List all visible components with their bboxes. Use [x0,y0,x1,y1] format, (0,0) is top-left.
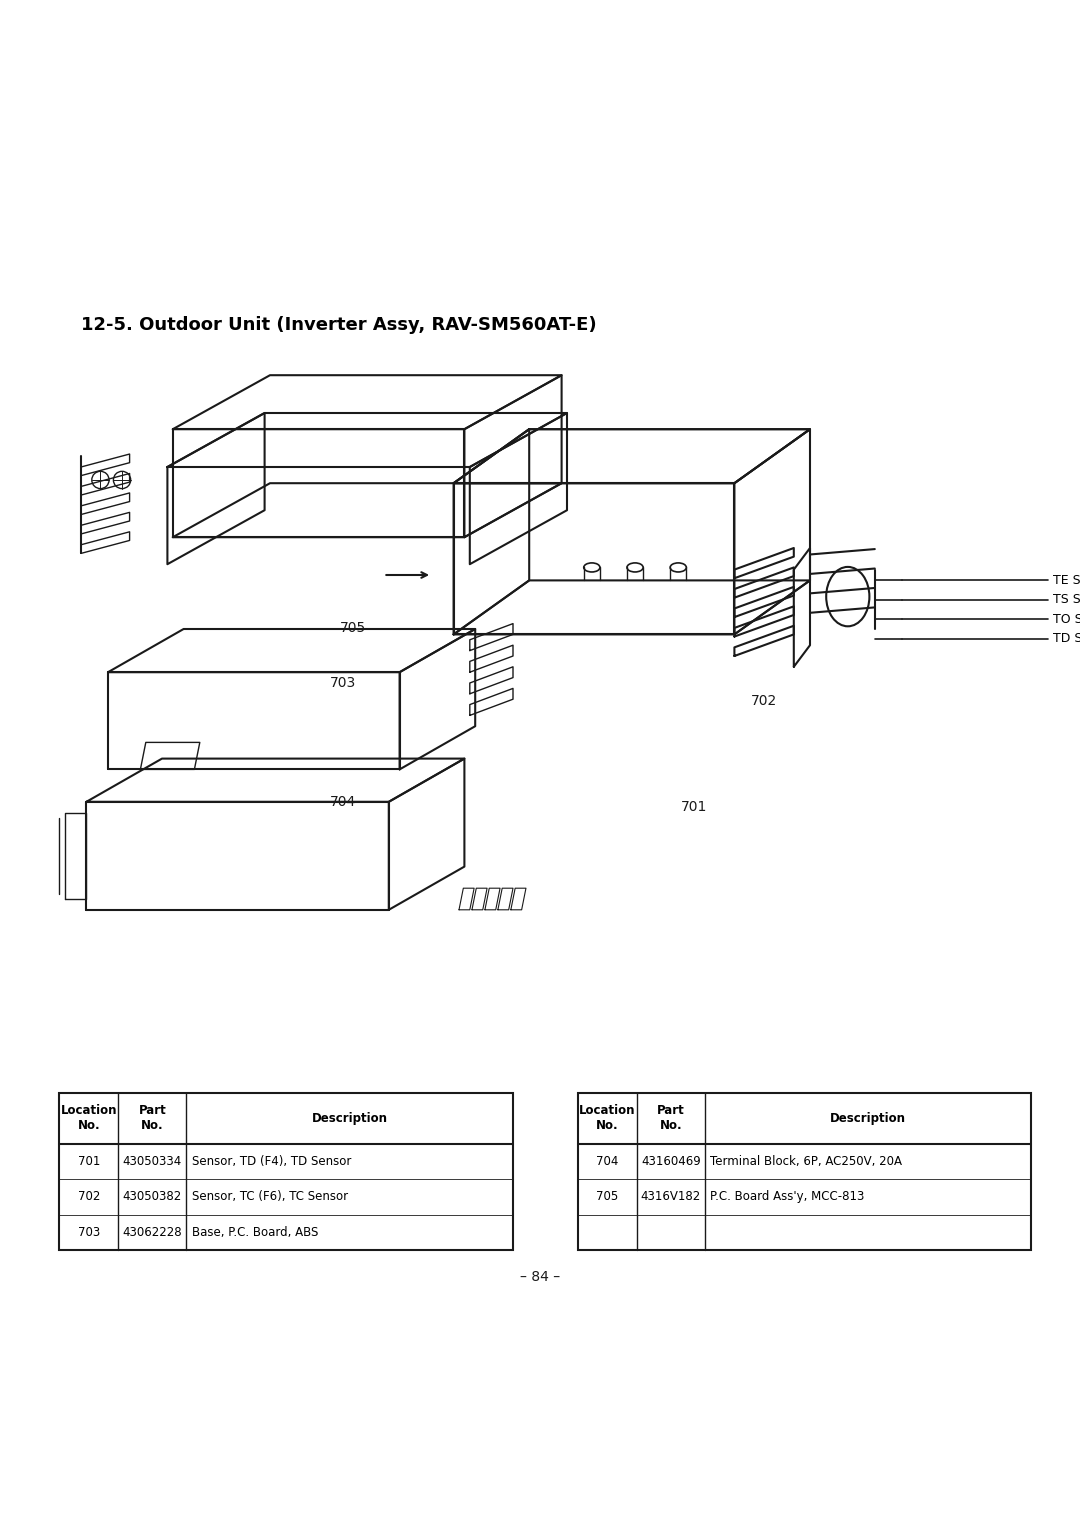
Text: 703: 703 [78,1225,100,1239]
Text: 702: 702 [78,1190,100,1203]
Text: 705: 705 [340,620,366,636]
Bar [578,1094,1031,1250]
Text: Base, P.C. Board, ABS: Base, P.C. Board, ABS [192,1225,319,1239]
Text: 705: 705 [596,1190,619,1203]
Text: 43050382: 43050382 [123,1190,183,1203]
Text: Terminal Block, 6P, AC250V, 20A: Terminal Block, 6P, AC250V, 20A [711,1155,902,1167]
Text: TO Sensor: TO Sensor [1053,613,1080,626]
Text: 43050334: 43050334 [123,1155,183,1167]
Text: Part
No.: Part No. [138,1105,166,1132]
Text: Description: Description [831,1112,906,1125]
Text: Description: Description [312,1112,388,1125]
Text: 43160469: 43160469 [640,1155,701,1167]
Text: 12-5. Outdoor Unit (Inverter Assy, RAV-SM560AT-E): 12-5. Outdoor Unit (Inverter Assy, RAV-S… [81,316,596,333]
Text: 702: 702 [751,694,777,709]
Text: 701: 701 [680,801,706,814]
Text: 704: 704 [329,795,355,808]
Text: Part
No.: Part No. [657,1105,685,1132]
Text: TE Sensor: TE Sensor [1053,575,1080,587]
Text: 704: 704 [596,1155,619,1167]
Text: 701: 701 [78,1155,100,1167]
Text: – 84 –: – 84 – [519,1270,561,1284]
Bar [59,1094,513,1250]
Text: Location
No.: Location No. [60,1105,117,1132]
Text: 703: 703 [329,675,355,691]
Text: 43062228: 43062228 [122,1225,183,1239]
Text: TD Sensor: TD Sensor [1053,633,1080,645]
Text: P.C. Board Ass'y, MCC-813: P.C. Board Ass'y, MCC-813 [711,1190,865,1203]
Text: TS Sensor: TS Sensor [1053,593,1080,607]
Text: 4316V182: 4316V182 [640,1190,701,1203]
Text: Sensor, TC (F6), TC Sensor: Sensor, TC (F6), TC Sensor [192,1190,348,1203]
Text: Location
No.: Location No. [579,1105,635,1132]
Text: Sensor, TD (F4), TD Sensor: Sensor, TD (F4), TD Sensor [192,1155,351,1167]
